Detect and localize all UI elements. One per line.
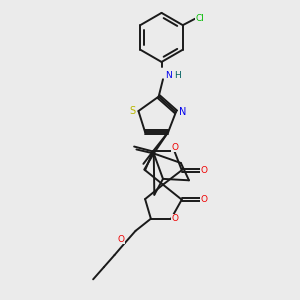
Text: S: S <box>129 106 135 116</box>
Text: H: H <box>174 71 181 80</box>
Text: O: O <box>200 195 208 204</box>
Text: O: O <box>172 214 178 223</box>
Text: O: O <box>117 235 124 244</box>
Text: N: N <box>165 71 172 80</box>
Text: O: O <box>200 166 208 175</box>
Text: Cl: Cl <box>196 14 205 23</box>
Text: O: O <box>171 143 178 152</box>
Text: N: N <box>178 107 186 117</box>
